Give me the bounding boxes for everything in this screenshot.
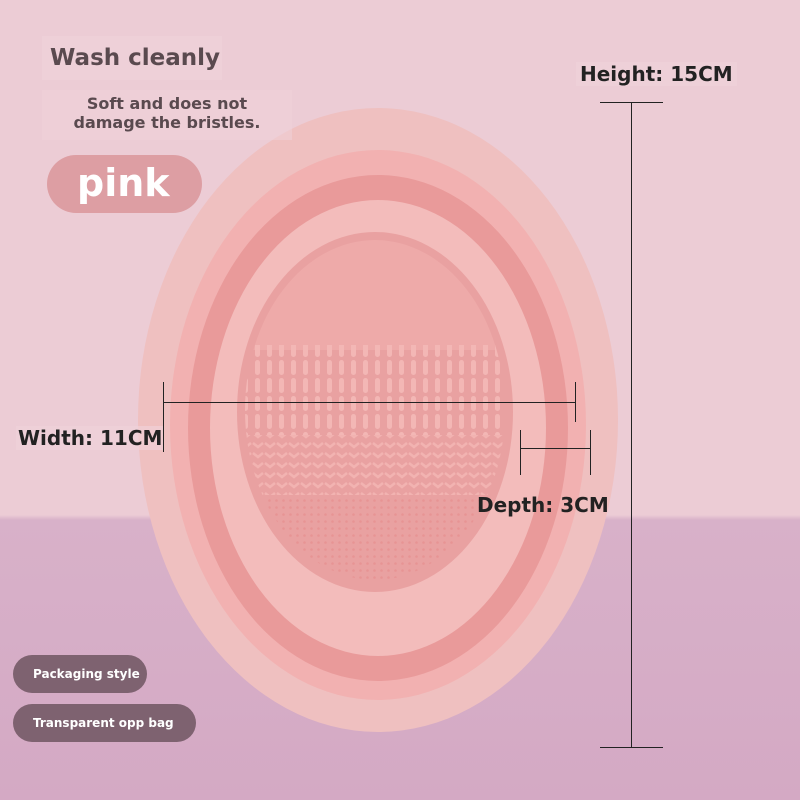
depth-label: Depth: 3CM	[477, 493, 609, 517]
width-left-tick	[163, 382, 164, 452]
depth-left-tick	[520, 430, 521, 475]
subtitle: Soft and does not damage the bristles.	[42, 90, 292, 140]
width-line	[163, 402, 576, 403]
depth-right-tick	[590, 430, 591, 475]
headline: Wash cleanly	[42, 36, 222, 80]
packaging-label: Packaging style	[13, 655, 147, 693]
height-bottom-tick	[600, 747, 663, 748]
width-label: Width: 11CM	[16, 426, 165, 450]
height-line	[631, 102, 632, 747]
subtitle-line-2: damage the bristles.	[73, 113, 261, 132]
height-label: Height: 15CM	[576, 62, 737, 86]
subtitle-line-1: Soft and does not	[86, 94, 248, 113]
width-right-tick	[575, 382, 576, 422]
depth-line	[520, 448, 590, 449]
color-label: pink	[47, 155, 202, 213]
packaging-value: Transparent opp bag	[13, 704, 196, 742]
